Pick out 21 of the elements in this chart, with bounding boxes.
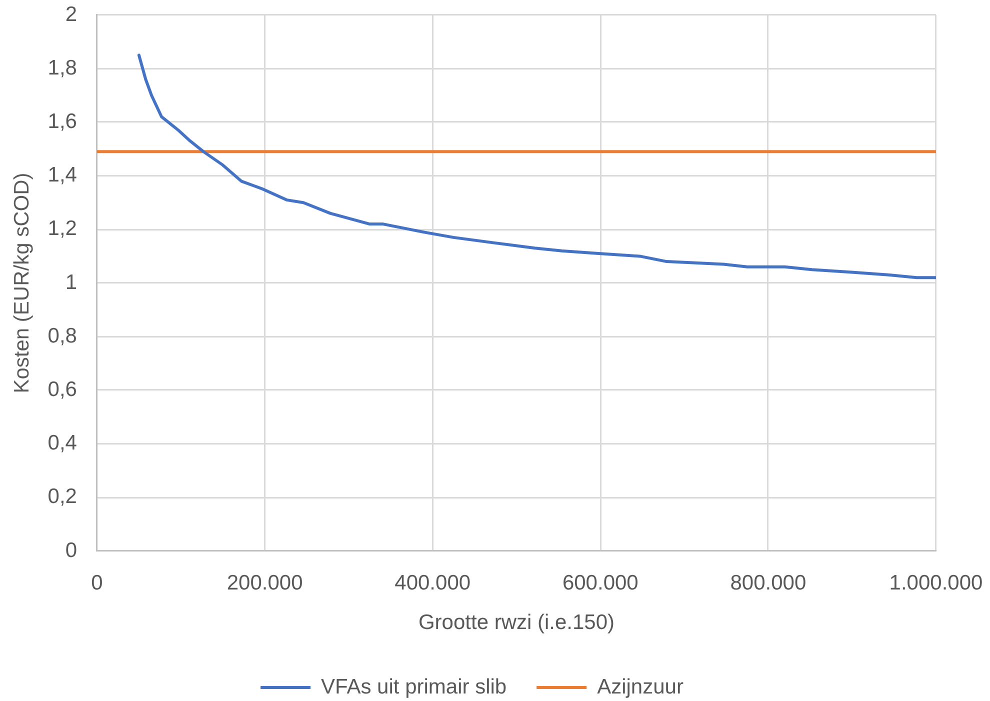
y-tick-label: 0,8	[48, 324, 77, 348]
legend-label: VFAs uit primair slib	[321, 675, 507, 698]
y-axis-title: Kosten (EUR/kg sCOD)	[10, 172, 34, 394]
x-tick-label: 0	[91, 571, 103, 594]
y-tick-label: 1	[65, 270, 77, 294]
y-tick-label: 0,6	[48, 378, 77, 401]
y-tick-label: 1,4	[48, 164, 78, 187]
legend-label: Azijnzuur	[597, 675, 684, 698]
x-tick-label: 1.000.000	[889, 571, 983, 594]
y-tick-label: 1,8	[48, 56, 77, 80]
y-tick-label: 0,2	[48, 485, 77, 508]
x-tick-label: 400.000	[394, 571, 471, 594]
x-axis-title: Grootte rwzi (i.e.150)	[418, 611, 615, 634]
y-tick-label: 1,6	[48, 110, 77, 133]
y-tick-label: 0,4	[48, 432, 78, 455]
x-tick-label: 800.000	[730, 571, 806, 594]
x-tick-label: 200.000	[226, 571, 303, 594]
x-tick-label: 600.000	[562, 571, 638, 594]
y-tick-label: 0	[65, 538, 77, 562]
y-tick-label: 2	[65, 2, 77, 26]
y-tick-label: 1,2	[48, 217, 77, 240]
